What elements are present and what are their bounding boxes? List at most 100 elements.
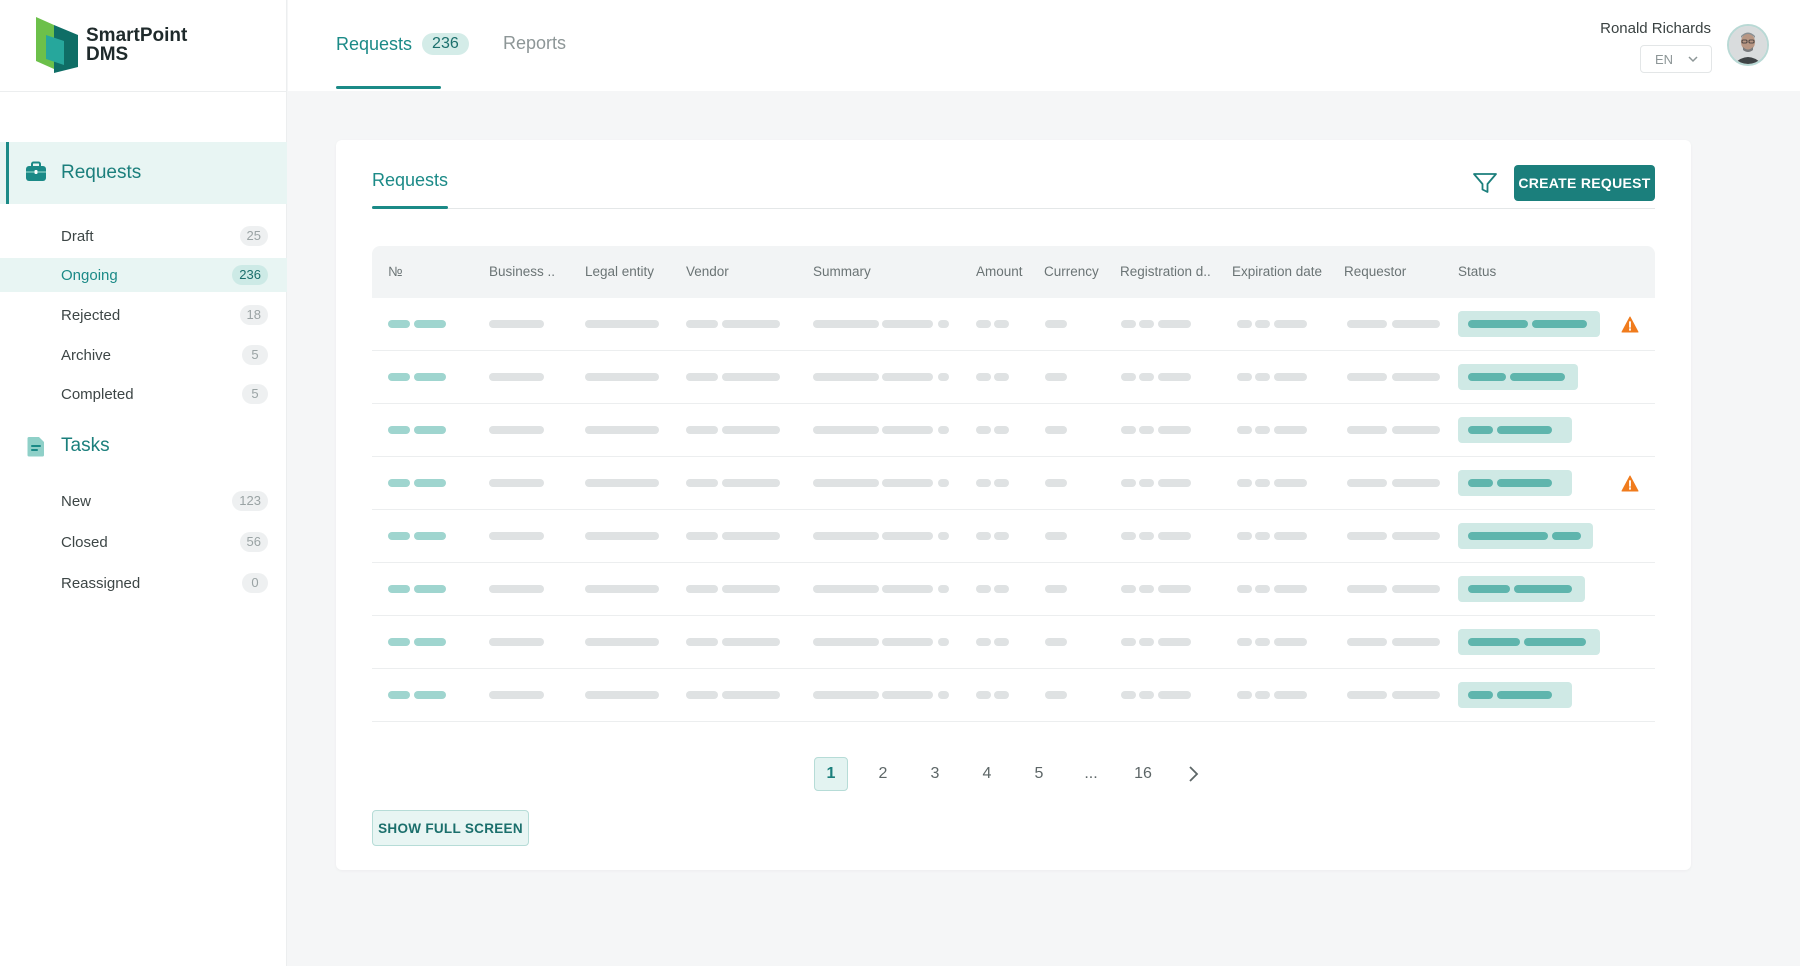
placeholder-cell — [414, 320, 446, 328]
placeholder-cell — [938, 479, 949, 487]
count-badge: 236 — [232, 265, 268, 285]
status-placeholder — [1510, 373, 1565, 381]
table-row[interactable] — [372, 298, 1655, 351]
column-header-legal-entity[interactable]: Legal entity — [585, 264, 655, 279]
column-header-summary[interactable]: Summary — [813, 264, 871, 279]
placeholder-cell — [976, 691, 991, 699]
sidebar-section-tasks[interactable]: Tasks — [0, 425, 287, 467]
placeholder-cell — [1392, 426, 1440, 434]
chevron-right-icon[interactable] — [1186, 765, 1200, 783]
status-badge — [1458, 576, 1585, 602]
placeholder-cell — [938, 638, 949, 646]
page-button[interactable]: 1 — [814, 757, 848, 791]
table-row[interactable] — [372, 404, 1655, 457]
clipboard-icon — [27, 437, 44, 457]
active-indicator — [6, 142, 9, 204]
language-value: EN — [1655, 51, 1674, 67]
page-button[interactable]: 2 — [878, 765, 888, 782]
count-badge: 5 — [242, 345, 268, 365]
placeholder-cell — [686, 691, 718, 699]
sidebar-item-draft[interactable]: Draft 25 — [0, 219, 287, 253]
table-row[interactable] — [372, 563, 1655, 616]
page-button[interactable]: 4 — [982, 765, 992, 782]
placeholder-cell — [686, 479, 718, 487]
placeholder-cell — [414, 691, 446, 699]
table-row[interactable] — [372, 669, 1655, 722]
column-header-amount[interactable]: Amount — [976, 264, 1023, 279]
create-request-button[interactable]: CREATE REQUEST — [1514, 165, 1655, 201]
placeholder-cell — [994, 638, 1009, 646]
user-name: Ronald Richards — [1600, 20, 1711, 37]
placeholder-cell — [686, 585, 718, 593]
sidebar-section-requests[interactable]: Requests — [0, 142, 287, 204]
placeholder-cell — [1274, 426, 1307, 434]
sidebar-item-reassigned[interactable]: Reassigned 0 — [0, 566, 287, 600]
language-select[interactable]: EN — [1640, 45, 1712, 73]
tab-requests[interactable]: Requests 236 — [336, 33, 469, 55]
show-full-screen-button[interactable]: SHOW FULL SCREEN — [372, 810, 529, 846]
column-header-status[interactable]: Status — [1458, 264, 1497, 279]
table-row[interactable] — [372, 457, 1655, 510]
placeholder-cell — [388, 532, 410, 540]
placeholder-cell — [1139, 691, 1154, 699]
card-title-underline — [372, 206, 448, 209]
column-header-number[interactable]: № — [388, 264, 403, 279]
sidebar-item-completed[interactable]: Completed 5 — [0, 377, 287, 411]
sidebar-item-rejected[interactable]: Rejected 18 — [0, 298, 287, 332]
count-badge: 0 — [242, 573, 268, 593]
status-badge — [1458, 311, 1600, 337]
status-placeholder — [1552, 532, 1581, 540]
table-row[interactable] — [372, 616, 1655, 669]
placeholder-cell — [976, 638, 991, 646]
placeholder-cell — [882, 479, 933, 487]
placeholder-cell — [1347, 320, 1387, 328]
column-header-registration-date[interactable]: Registration d.. — [1120, 264, 1211, 279]
placeholder-cell — [813, 532, 879, 540]
column-header-currency[interactable]: Currency — [1044, 264, 1099, 279]
sidebar-item-closed[interactable]: Closed 56 — [0, 525, 287, 559]
placeholder-cell — [1121, 638, 1136, 646]
column-header-business[interactable]: Business .. — [489, 264, 556, 279]
column-header-requestor[interactable]: Requestor — [1344, 264, 1407, 279]
placeholder-cell — [938, 426, 949, 434]
filter-icon[interactable] — [1470, 168, 1500, 198]
placeholder-cell — [1121, 532, 1136, 540]
placeholder-cell — [1392, 532, 1440, 540]
status-badge — [1458, 523, 1593, 549]
table-header: № Business .. Legal entity Vendor Summar… — [372, 246, 1655, 298]
brand-name-line1: SmartPoint — [86, 25, 188, 46]
placeholder-cell — [1121, 691, 1136, 699]
placeholder-cell — [686, 638, 718, 646]
placeholder-cell — [976, 532, 991, 540]
card-title[interactable]: Requests — [372, 170, 449, 190]
placeholder-cell — [414, 479, 446, 487]
page-button[interactable]: 5 — [1034, 765, 1044, 782]
sidebar-item-archive[interactable]: Archive 5 — [0, 338, 287, 372]
sidebar-item-label: Archive — [61, 346, 112, 364]
page-button[interactable]: 16 — [1134, 765, 1152, 782]
warning-icon[interactable] — [1621, 316, 1639, 333]
sidebar-item-label: Reassigned — [61, 574, 141, 592]
placeholder-cell — [1121, 373, 1136, 381]
sidebar-item-ongoing[interactable]: Ongoing 236 — [0, 258, 287, 292]
avatar[interactable] — [1727, 24, 1769, 66]
placeholder-cell — [414, 638, 446, 646]
placeholder-cell — [414, 426, 446, 434]
page-button[interactable]: 3 — [930, 765, 940, 782]
placeholder-cell — [686, 532, 718, 540]
placeholder-cell — [1158, 479, 1191, 487]
tab-reports[interactable]: Reports — [503, 33, 566, 54]
warning-icon[interactable] — [1621, 475, 1639, 492]
sidebar-item-new[interactable]: New 123 — [0, 484, 287, 518]
placeholder-cell — [722, 585, 780, 593]
placeholder-cell — [489, 691, 544, 699]
placeholder-cell — [1347, 638, 1387, 646]
placeholder-cell — [1158, 585, 1191, 593]
table-row[interactable] — [372, 351, 1655, 404]
table-row[interactable] — [372, 510, 1655, 563]
column-header-vendor[interactable]: Vendor — [686, 264, 729, 279]
placeholder-cell — [585, 691, 659, 699]
placeholder-cell — [722, 320, 780, 328]
column-header-expiration-date[interactable]: Expiration date — [1232, 264, 1323, 279]
logo[interactable]: SmartPoint DMS — [36, 17, 187, 73]
